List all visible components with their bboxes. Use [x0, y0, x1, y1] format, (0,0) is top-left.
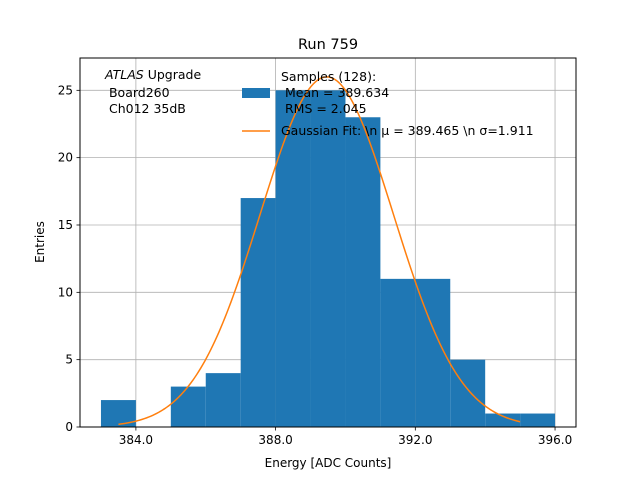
histogram-bars: [100, 90, 556, 427]
chart-title: Run 759: [298, 37, 358, 53]
x-tick-label: 384.0: [119, 433, 153, 447]
annotation-channel: Ch012 35dB: [105, 101, 186, 116]
y-tick-label: 15: [58, 218, 73, 232]
gaussian-fit-line: [118, 76, 521, 426]
y-tick-label: 10: [58, 285, 73, 299]
histogram-bar: [520, 413, 556, 427]
legend-samples-line-3: RMS = 2.045: [281, 101, 367, 116]
legend-samples-line-1: Samples (128):: [281, 69, 376, 84]
histogram-bar: [240, 198, 276, 427]
axis-ticks: 384.0 388.0 392.0 396.0 0 5 10 15 20 25: [58, 83, 573, 447]
y-tick-label: 20: [58, 151, 73, 165]
histogram-bar: [275, 90, 311, 427]
histogram-bar: [450, 359, 486, 427]
annotation-atlas: ATLAS: [104, 67, 144, 82]
y-axis-label: Entries: [33, 221, 47, 263]
fit-layer: [118, 76, 521, 426]
histogram-bar: [170, 386, 206, 427]
annotation-upgrade: Upgrade: [144, 67, 202, 82]
plot-frame: [79, 57, 577, 428]
histogram-bar: [485, 413, 521, 427]
histogram-bar: [345, 117, 381, 427]
y-tick-label: 5: [65, 353, 73, 367]
x-axis-label: Energy [ADC Counts]: [265, 456, 392, 470]
legend-samples-swatch: [242, 88, 270, 98]
y-tick-label: 0: [65, 420, 73, 434]
annotation-line-1: ATLAS Upgrade: [104, 67, 201, 82]
x-tick-label: 388.0: [258, 433, 292, 447]
histogram-bar: [380, 278, 416, 427]
legend-fit-label: Gaussian Fit: \n μ = 389.465 \n σ=1.911: [281, 123, 534, 138]
atlas-annotation: ATLAS Upgrade Board260 Ch012 35dB: [104, 67, 201, 116]
y-tick-label: 25: [58, 83, 73, 97]
x-tick-label: 396.0: [538, 433, 572, 447]
x-tick-label: 392.0: [398, 433, 432, 447]
histogram-bar: [205, 373, 241, 427]
annotation-board: Board260: [105, 85, 170, 100]
histogram-bar: [310, 90, 346, 427]
legend-samples-line-2: Mean = 389.634: [281, 85, 389, 100]
legend: Samples (128): Mean = 389.634 RMS = 2.04…: [242, 69, 534, 138]
